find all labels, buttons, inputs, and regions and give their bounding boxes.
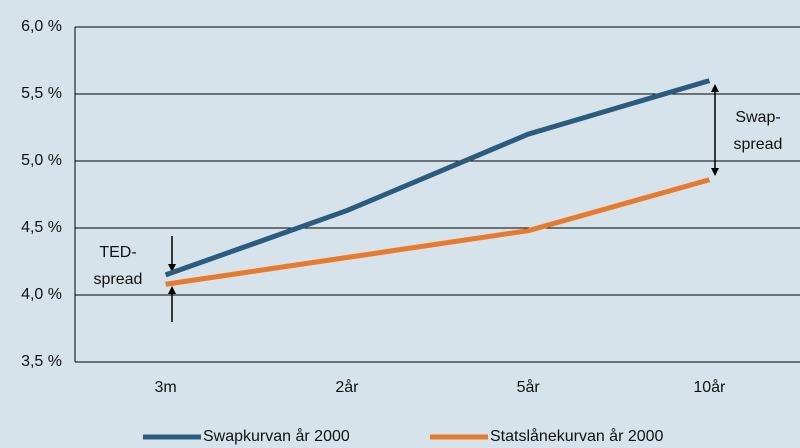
- y-tick-label: 5,5 %: [21, 85, 62, 102]
- x-tick-label: 3m: [155, 379, 177, 396]
- annotation: TED-: [99, 244, 136, 261]
- annotation: Swap-: [735, 109, 780, 126]
- y-tick-label: 6,0 %: [21, 18, 62, 35]
- x-tick-label: 2år: [335, 378, 359, 396]
- x-tick-label: 5år: [517, 378, 541, 396]
- annotation: spread: [94, 271, 143, 288]
- y-tick-label: 5,0 %: [21, 152, 62, 169]
- legend-label: Swapkurvan år 2000: [203, 427, 350, 445]
- legend-label: Statslånekurvan år 2000: [490, 427, 664, 445]
- series-line: [165, 177, 711, 287]
- y-tick-label: 3,5 %: [21, 353, 62, 370]
- y-tick-label: 4,5 %: [21, 219, 62, 236]
- x-tick-label: 10år: [693, 378, 726, 396]
- annotation: spread: [734, 136, 783, 153]
- series-line: [164, 78, 711, 278]
- y-tick-label: 4,0 %: [21, 286, 62, 303]
